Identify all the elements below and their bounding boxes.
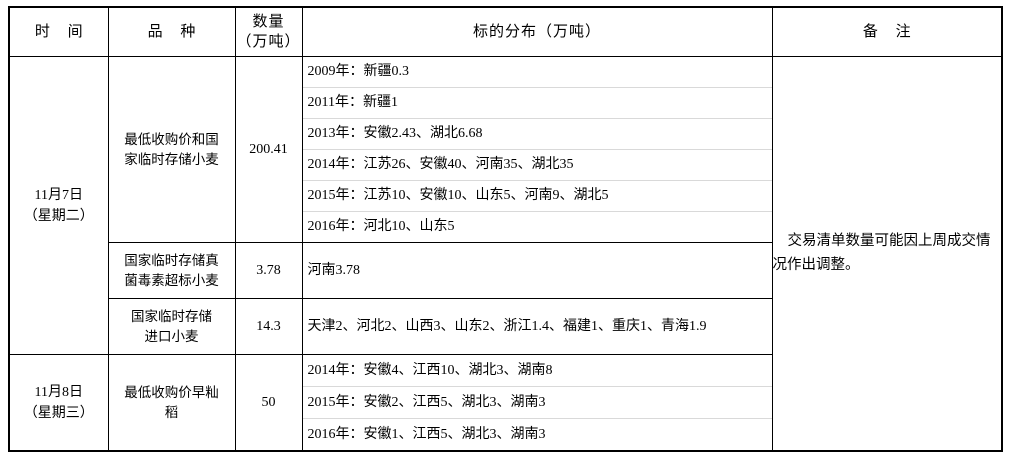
variety-cell: 最低收购价和国 家临时存储小麦 [107, 56, 236, 243]
quantity-cell: 50 [234, 354, 303, 452]
distribution-list: 天津2、河北2、山西3、山东2、浙江1.4、福建1、重庆1、青海1.9 [303, 299, 772, 354]
list-item: 2015年：安徽2、江西5、湖北3、湖南3 [302, 386, 772, 419]
date-line1: 11月7日 [34, 187, 83, 203]
distribution-cell: 2014年：安徽4、江西10、湖北3、湖南8 2015年：安徽2、江西5、湖北3… [301, 354, 773, 452]
list-item: 河南3.78 [303, 243, 772, 298]
distribution-cell: 天津2、河北2、山西3、山东2、浙江1.4、福建1、重庆1、青海1.9 [301, 298, 773, 355]
quantity-cell: 200.41 [234, 56, 303, 243]
distribution-line: 天津2、河北2、山西3、山东2、浙江1.4、福建1、重庆1、青海1.9 [307, 318, 707, 334]
date-cell-day1: 11月7日 （星期二） [8, 56, 109, 355]
variety-line1: 最低收购价早籼 [124, 384, 219, 400]
distribution-line: 2009年：新疆0.3 [302, 57, 772, 88]
distribution-list: 2014年：安徽4、江西10、湖北3、湖南8 2015年：安徽2、江西5、湖北3… [302, 355, 772, 451]
distribution-line: 2016年：安徽1、江西5、湖北3、湖南3 [307, 426, 546, 442]
quantity-cell: 3.78 [234, 242, 303, 299]
distribution-line: 河南3.78 [307, 262, 361, 278]
distribution-line: 2016年：河北10、山东5 [307, 219, 455, 235]
date-line2: （星期二） [23, 208, 94, 224]
list-item: 2014年：江苏26、安徽40、河南35、湖北35 [302, 149, 772, 181]
list-item: 2015年：江苏10、安徽10、山东5、河南9、湖北5 [302, 180, 772, 212]
date-line2: （星期三） [23, 405, 94, 421]
list-item: 2011年：新疆1 [302, 87, 772, 119]
variety-cell: 最低收购价早籼 稻 [107, 354, 236, 452]
distribution-line: 2015年：安徽2、江西5、湖北3、湖南3 [302, 386, 772, 419]
distribution-line: 2014年：江苏26、安徽40、河南35、湖北35 [302, 149, 772, 181]
date-cell-day2: 11月8日 （星期三） [8, 354, 109, 452]
variety-line1: 国家临时存储真 [124, 252, 219, 268]
list-item: 2016年：河北10、山东5 [303, 212, 772, 243]
list-item: 2016年：安徽1、江西5、湖北3、湖南3 [303, 419, 772, 451]
variety-line1: 最低收购价和国 [124, 131, 219, 147]
remark-text: 交易清单数量可能因上周成交情况作出调整。 [772, 233, 991, 273]
column-header-time: 时 间 [8, 6, 109, 57]
trading-schedule-table-wrapper: 时 间 品 种 数量 （万吨） 标的分布（万吨） 备 注 11月7日 （星期二）… [8, 6, 1003, 452]
column-header-variety: 品 种 [107, 6, 236, 57]
date-line1: 11月8日 [34, 384, 83, 400]
distribution-list: 河南3.78 [303, 243, 772, 298]
distribution-cell: 2009年：新疆0.3 2011年：新疆1 2013年：安徽2.43、湖北6.6… [301, 56, 773, 243]
list-item: 2013年：安徽2.43、湖北6.68 [302, 118, 772, 150]
table-header-row: 时 间 品 种 数量 （万吨） 标的分布（万吨） 备 注 [8, 6, 1003, 57]
distribution-line: 2013年：安徽2.43、湖北6.68 [302, 118, 772, 150]
column-header-quantity: 数量 （万吨） [234, 6, 303, 57]
table-row: 国家临时存储真 菌毒素超标小麦 3.78 河南3.78 [9, 242, 1002, 299]
distribution-line: 2014年：安徽4、江西10、湖北3、湖南8 [302, 355, 772, 387]
variety-line2: 进口小麦 [144, 328, 199, 344]
variety-cell: 国家临时存储 进口小麦 [107, 298, 236, 355]
quantity-header-line2: （万吨） [236, 34, 301, 50]
distribution-list: 2009年：新疆0.3 2011年：新疆1 2013年：安徽2.43、湖北6.6… [302, 57, 772, 243]
distribution-line: 2015年：江苏10、安徽10、山东5、河南9、湖北5 [302, 180, 772, 212]
table-row: 11月7日 （星期二） 最低收购价和国 家临时存储小麦 200.41 2009年… [8, 56, 1003, 452]
list-item: 天津2、河北2、山西3、山东2、浙江1.4、福建1、重庆1、青海1.9 [303, 299, 772, 354]
distribution-cell: 河南3.78 [301, 242, 773, 299]
remark-cell: 交易清单数量可能因上周成交情况作出调整。 [771, 56, 1003, 452]
variety-line1: 国家临时存储 [131, 308, 212, 324]
variety-line2: 家临时存储小麦 [124, 151, 219, 167]
variety-line2: 稻 [164, 404, 179, 420]
quantity-cell: 14.3 [234, 298, 303, 355]
trading-schedule-table: 时 间 品 种 数量 （万吨） 标的分布（万吨） 备 注 11月7日 （星期二）… [8, 6, 1003, 452]
table-row: 国家临时存储 进口小麦 14.3 天津2、河北2、山西3、山东2、浙江1.4、福… [9, 298, 1002, 355]
distribution-line: 2011年：新疆1 [302, 87, 772, 119]
variety-cell: 国家临时存储真 菌毒素超标小麦 [107, 242, 236, 299]
list-item: 2014年：安徽4、江西10、湖北3、湖南8 [302, 355, 772, 387]
column-header-remark: 备 注 [771, 6, 1003, 57]
variety-line2: 菌毒素超标小麦 [124, 272, 219, 288]
quantity-header-line1: 数量 [252, 13, 285, 30]
column-header-distribution: 标的分布（万吨） [301, 6, 773, 57]
list-item: 2009年：新疆0.3 [302, 57, 772, 88]
